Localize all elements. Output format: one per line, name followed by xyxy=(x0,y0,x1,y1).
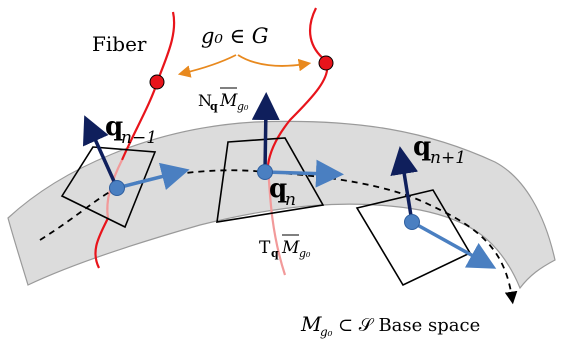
svg-text:N: N xyxy=(198,91,212,110)
svg-text:q: q xyxy=(413,132,431,162)
point-q-prev xyxy=(109,180,125,196)
svg-text:T: T xyxy=(259,238,271,258)
point-q-curr xyxy=(257,164,273,180)
tangent-plane-prev xyxy=(60,146,157,229)
normal-vector-prev xyxy=(82,115,119,189)
q-next-label: q n+1 xyxy=(413,132,466,168)
base-manifold-surface xyxy=(7,120,556,290)
svg-text:n+1: n+1 xyxy=(430,148,466,168)
svg-text:q: q xyxy=(210,100,218,113)
svg-text:M: M xyxy=(219,91,238,111)
svg-text:g₀: g₀ xyxy=(299,247,311,260)
q-curr-label: q n xyxy=(269,174,296,210)
tangent-vector-curr xyxy=(264,159,344,188)
svg-text:⊂ 𝒮 Base space: ⊂ 𝒮 Base space xyxy=(338,315,480,336)
svg-text:n: n xyxy=(285,190,296,210)
normal-vector-curr xyxy=(251,92,280,173)
tangent-space-label: T q M g₀ xyxy=(259,234,311,260)
normal-vector-next xyxy=(390,146,419,223)
group-action-arrow-left xyxy=(177,54,237,78)
fiber-label: Fiber xyxy=(92,32,147,56)
svg-text:M: M xyxy=(281,238,300,258)
svg-text:q: q xyxy=(271,247,279,260)
svg-text:g₀: g₀ xyxy=(237,100,249,113)
fiber-point-left xyxy=(149,74,165,90)
q-prev-label: q n−1 xyxy=(105,112,157,148)
tangent-vector-prev xyxy=(116,162,190,191)
group-element-label: g₀ ∈ G xyxy=(201,24,269,48)
svg-text:q: q xyxy=(269,174,287,204)
point-q-next xyxy=(404,214,420,230)
svg-text:g₀: g₀ xyxy=(320,325,333,339)
fiber-point-right xyxy=(318,55,334,71)
base-curve-dashed xyxy=(39,169,518,305)
tangent-vector-next xyxy=(411,220,497,269)
svg-text:n−1: n−1 xyxy=(121,128,157,148)
normal-space-label: N q M g₀ xyxy=(198,87,249,113)
group-action-arrow-right xyxy=(237,54,312,72)
svg-text:q: q xyxy=(105,112,123,142)
svg-text:M: M xyxy=(300,312,322,336)
fiber-right-upper xyxy=(266,7,329,166)
fiber-left-lower xyxy=(94,217,109,269)
base-space-label: M g₀ ⊂ 𝒮 Base space xyxy=(300,312,480,339)
